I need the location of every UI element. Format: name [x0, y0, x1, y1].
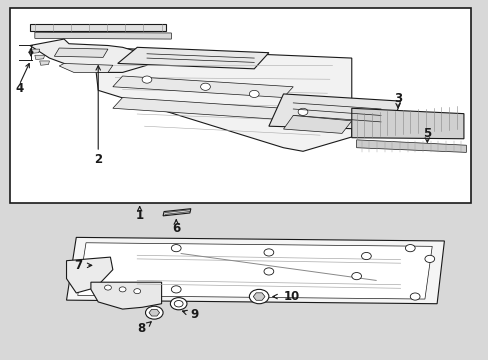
Polygon shape [59, 63, 113, 72]
Polygon shape [30, 39, 147, 72]
Polygon shape [351, 108, 463, 139]
Circle shape [171, 286, 181, 293]
Polygon shape [268, 94, 400, 130]
Text: 8: 8 [137, 322, 145, 335]
Polygon shape [35, 32, 171, 39]
Polygon shape [163, 209, 190, 216]
Circle shape [200, 83, 210, 90]
Polygon shape [40, 61, 49, 65]
Circle shape [104, 285, 111, 290]
Text: 3: 3 [393, 92, 401, 105]
Circle shape [424, 255, 434, 262]
Circle shape [405, 244, 414, 252]
Circle shape [134, 289, 141, 294]
Circle shape [119, 287, 126, 292]
Polygon shape [149, 309, 159, 316]
Circle shape [298, 108, 307, 116]
Circle shape [170, 298, 186, 310]
Polygon shape [66, 257, 113, 293]
Polygon shape [113, 76, 293, 98]
Text: 7: 7 [75, 259, 82, 272]
Circle shape [249, 289, 268, 304]
Circle shape [361, 252, 370, 260]
Polygon shape [113, 98, 283, 119]
Polygon shape [283, 116, 351, 134]
Bar [10, 8, 470, 203]
Polygon shape [91, 282, 161, 309]
Circle shape [264, 249, 273, 256]
Polygon shape [66, 237, 444, 304]
Circle shape [142, 76, 152, 83]
Polygon shape [30, 49, 40, 53]
Polygon shape [78, 243, 431, 299]
Circle shape [249, 90, 259, 98]
Text: 5: 5 [422, 127, 430, 140]
Polygon shape [118, 47, 268, 69]
Circle shape [264, 268, 273, 275]
Text: 6: 6 [172, 222, 180, 235]
Polygon shape [356, 140, 466, 152]
Circle shape [171, 244, 181, 252]
Text: 9: 9 [190, 308, 199, 321]
Text: 1: 1 [135, 210, 143, 222]
Polygon shape [30, 24, 166, 31]
Text: 2: 2 [94, 153, 102, 166]
Text: 4: 4 [15, 82, 23, 95]
Circle shape [145, 306, 163, 319]
Text: 10: 10 [283, 290, 299, 303]
Circle shape [351, 273, 361, 280]
Polygon shape [54, 48, 108, 57]
Polygon shape [93, 47, 351, 151]
Polygon shape [253, 293, 264, 300]
Polygon shape [35, 55, 44, 59]
Circle shape [409, 293, 419, 300]
